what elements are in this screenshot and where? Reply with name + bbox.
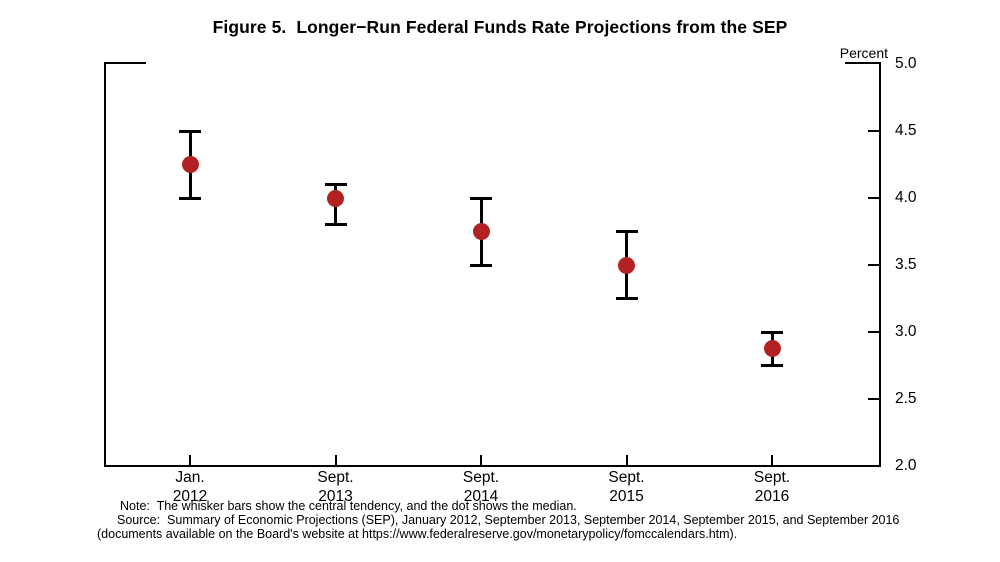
- whisker-cap-bottom: [470, 263, 492, 267]
- chart-title: Figure 5. Longer−Run Federal Funds Rate …: [212, 17, 788, 37]
- y-axis-tick-mark: [868, 197, 880, 199]
- median-dot: [181, 156, 199, 173]
- whisker-cap-top: [761, 330, 783, 334]
- x-axis-tick-mark: [480, 455, 482, 465]
- chart-note: Note: The whisker bars show the central …: [120, 499, 577, 513]
- x-axis-line: [104, 465, 881, 467]
- y-axis-tick-label: 4.0: [895, 189, 917, 206]
- y-axis-tick-mark: [868, 398, 880, 400]
- y-axis-unit-label: Percent: [839, 45, 888, 61]
- x-axis-label-month: Sept.: [753, 469, 791, 486]
- x-axis-label-year: 2012: [172, 488, 208, 505]
- whisker-cap-top: [179, 129, 201, 133]
- whisker-cap-top: [470, 196, 492, 200]
- median-dot: [327, 189, 344, 207]
- x-axis-tick-mark: [625, 455, 628, 465]
- x-axis-tick-mark: [334, 455, 337, 465]
- x-axis-tick-mark: [189, 455, 191, 465]
- x-axis-label-month: Sept.: [317, 469, 354, 486]
- x-axis-label-year: 2013: [318, 488, 353, 505]
- y-axis-tick-label: 4.5: [895, 122, 917, 139]
- y-axis-tick-label: 5.0: [895, 55, 917, 72]
- y-axis-tick-mark: [868, 331, 880, 333]
- y-axis-tick-mark: [868, 264, 880, 266]
- median-dot: [618, 256, 635, 274]
- median-dot: [472, 223, 490, 240]
- whisker-cap-bottom: [179, 196, 201, 200]
- x-axis-label-year: 2014: [463, 488, 499, 505]
- x-axis-tick-mark: [771, 455, 773, 465]
- x-axis-label-month: Sept.: [462, 469, 500, 486]
- whisker-cap-top: [615, 230, 638, 233]
- x-axis-label-month: Sept.: [608, 469, 645, 486]
- y-axis-tick-label: 3.5: [895, 256, 917, 273]
- right-axis-line: [879, 63, 881, 467]
- y-axis-tick-mark: [868, 130, 880, 132]
- chart-source: Source: Summary of Economic Projections …: [117, 513, 900, 527]
- top-left-axis-cap: [104, 62, 146, 64]
- whisker-cap-bottom: [324, 223, 347, 227]
- y-axis-tick-label: 2.5: [895, 390, 917, 407]
- median-dot: [763, 340, 781, 358]
- y-axis-tick-label: 2.0: [895, 457, 917, 474]
- x-axis-label-month: Jan.: [175, 469, 205, 486]
- x-axis-label-year: 2016: [754, 488, 790, 505]
- left-axis-line: [104, 63, 106, 467]
- y-axis-tick-label: 3.0: [895, 323, 917, 340]
- whisker-cap-bottom: [761, 364, 783, 367]
- whisker-cap-bottom: [615, 297, 638, 300]
- top-right-axis-cap: [845, 62, 881, 64]
- x-axis-label-year: 2015: [609, 488, 644, 505]
- chart-source-continued: (documents available on the Board's webs…: [97, 527, 738, 541]
- whisker-cap-top: [324, 183, 347, 187]
